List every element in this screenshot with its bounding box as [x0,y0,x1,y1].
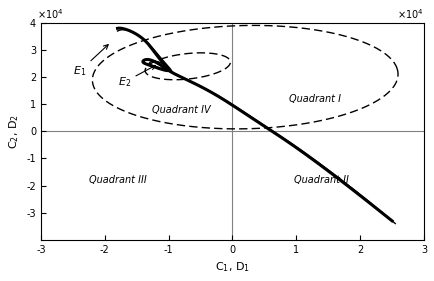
Text: $E_1$: $E_1$ [73,45,108,78]
Y-axis label: C$_2$, D$_2$: C$_2$, D$_2$ [7,114,21,149]
Text: $\times 10^4$: $\times 10^4$ [398,7,424,21]
Text: Quadrant I: Quadrant I [289,94,342,104]
Text: Quadrant II: Quadrant II [294,175,349,185]
X-axis label: C$_1$, D$_1$: C$_1$, D$_1$ [215,260,250,274]
Text: $\times 10^4$: $\times 10^4$ [37,7,64,21]
Text: $E_2$: $E_2$ [118,65,155,89]
Text: Quadrant III: Quadrant III [89,175,146,185]
Text: Quadrant IV: Quadrant IV [152,105,210,115]
